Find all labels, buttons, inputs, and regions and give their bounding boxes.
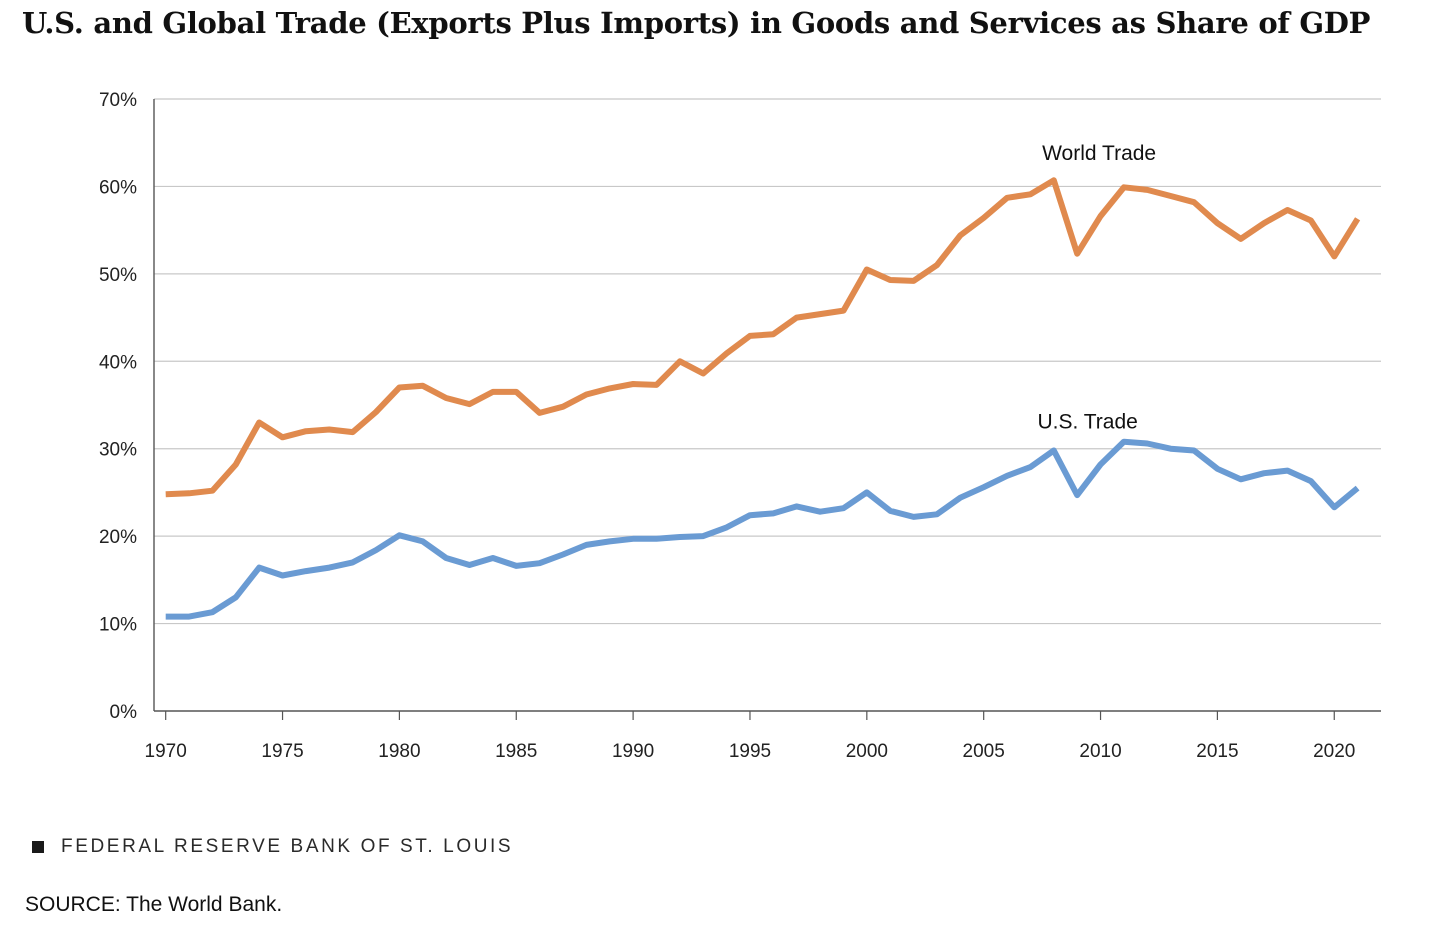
series-lines [165,177,1361,620]
series-annotation-label: World Trade [1042,142,1156,165]
y-tick-label: 20% [99,527,137,548]
y-tick-label: 70% [99,90,137,111]
gridlines [154,98,1381,625]
x-tick-label: 1990 [612,741,654,762]
brand-square-icon [32,841,44,853]
brand-name: FEDERAL RESERVE BANK OF ST. LOUIS [61,836,514,857]
y-tick-label: 30% [99,440,137,461]
series-line-world-trade [165,177,1361,498]
series-annotation-label: U.S. Trade [1037,411,1137,434]
x-tick-label: 1980 [378,741,420,762]
y-tick-label: 60% [99,177,137,198]
trade-line-chart: 0% 10% 20% 30% 40% 50% 60% 70% 1970 1975 1980 1985… [99,90,1381,762]
x-tick-label: 1970 [145,741,187,762]
x-tick-label: 1995 [729,741,771,762]
y-tick-label: 10% [99,615,137,636]
x-tick-label: 2020 [1313,741,1355,762]
axes [153,99,1381,712]
y-tick-label: 40% [99,352,137,373]
footer-brand: FEDERAL RESERVE BANK OF ST. LOUIS [32,836,513,858]
x-tick-label: 1975 [261,741,303,762]
series-line-u-s-trade [165,438,1360,620]
y-axis-ticks: 0% 10% 20% 30% 40% 50% 60% 70% [99,90,137,723]
series-world-trade [165,177,1361,498]
x-tick-label: 2000 [846,741,888,762]
x-tick-label: 2010 [1079,741,1121,762]
series-annotations: World Trade U.S. Trade [1037,142,1156,433]
x-tick-label: 2005 [963,741,1005,762]
y-tick-label: 50% [99,265,137,286]
chart-title: U.S. and Global Trade (Exports Plus Impo… [22,6,1371,40]
x-tick-label: 1985 [495,741,537,762]
x-tick-label: 2015 [1196,741,1238,762]
x-axis-ticks: 1970 1975 1980 1985 1990 1995 2000 2005 2010 2015… [145,711,1355,762]
source-note: SOURCE: The World Bank. [25,893,283,916]
y-tick-label: 0% [110,702,138,723]
series-u-s-trade [165,438,1360,620]
